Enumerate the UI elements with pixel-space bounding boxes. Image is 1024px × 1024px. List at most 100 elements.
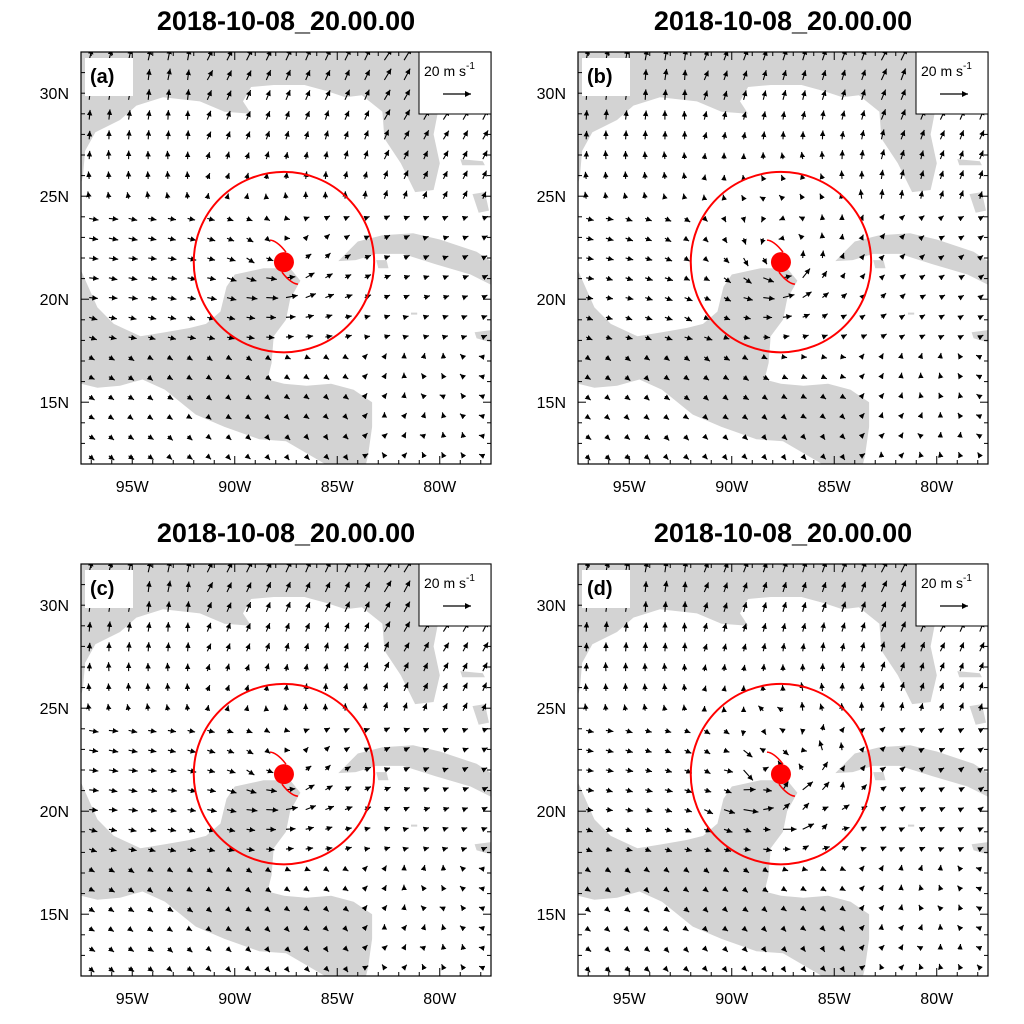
- wind-arrow: [821, 582, 827, 593]
- wind-arrow: [819, 232, 826, 239]
- wind-arrow: [841, 804, 850, 811]
- wind-arrow: [478, 906, 486, 912]
- wind-arrow: [858, 865, 865, 872]
- wind-arrow: [625, 236, 634, 242]
- y-tick-label: 20N: [40, 292, 69, 309]
- wind-arrow: [460, 904, 467, 912]
- wind-arrow: [721, 236, 728, 244]
- wind-arrow: [343, 234, 351, 241]
- wind-arrow: [664, 335, 673, 341]
- wind-arrow: [304, 354, 311, 360]
- wind-arrow: [265, 581, 272, 593]
- wind-arrow: [643, 965, 650, 973]
- wind-arrow: [916, 945, 924, 952]
- wind-arrow: [937, 352, 943, 359]
- wind-arrow: [819, 682, 825, 691]
- wind-arrow: [86, 683, 92, 691]
- wind-arrow: [422, 170, 429, 180]
- wind-arrow: [938, 314, 945, 321]
- wind-arrow: [167, 906, 174, 913]
- wind-arrow: [305, 846, 314, 852]
- wind-arrow: [702, 236, 709, 243]
- wind-arrow: [977, 274, 985, 281]
- wind-arrow: [761, 643, 767, 652]
- wind-arrow: [860, 601, 866, 612]
- wind-arrow: [818, 740, 824, 751]
- wind-arrow: [742, 375, 750, 381]
- wind-arrow: [442, 682, 448, 692]
- wind-arrow: [441, 451, 447, 459]
- wind-arrow: [244, 434, 252, 441]
- wind-arrow: [723, 257, 730, 264]
- wind-arrow: [958, 274, 965, 281]
- wind-arrow: [603, 621, 610, 632]
- wind-arrow: [344, 69, 350, 81]
- wind-arrow: [682, 413, 690, 420]
- wind-arrow: [840, 314, 847, 320]
- wind-arrow: [128, 275, 138, 282]
- wind-arrow: [361, 924, 368, 932]
- wind-arrow: [584, 925, 591, 932]
- wind-arrow: [684, 807, 692, 813]
- wind-arrow: [244, 152, 250, 160]
- wind-arrow: [147, 946, 154, 953]
- wind-arrow: [604, 906, 611, 913]
- wind-arrow: [128, 255, 138, 262]
- wind-arrow: [342, 966, 349, 973]
- wind-arrow: [898, 904, 904, 911]
- wind-arrow: [145, 191, 151, 199]
- wind-arrow: [478, 886, 485, 892]
- wind-arrow: [958, 170, 964, 180]
- wind-arrow: [762, 886, 769, 893]
- wind-arrow: [186, 394, 194, 401]
- wind-arrow: [420, 885, 427, 892]
- wind-arrow: [263, 193, 270, 200]
- wind-arrow: [441, 963, 447, 971]
- wind-arrow: [264, 413, 271, 421]
- wind-arrow: [263, 727, 271, 734]
- wind-arrow: [401, 392, 407, 399]
- wind-arrow: [643, 434, 651, 441]
- wind-arrow: [918, 884, 924, 891]
- wind-arrow: [840, 89, 847, 100]
- wind-arrow: [841, 564, 847, 573]
- wind-arrow: [108, 355, 115, 361]
- wind-arrow: [897, 944, 904, 951]
- wind-arrow: [383, 767, 391, 773]
- wind-arrow: [459, 865, 467, 872]
- wind-arrow: [957, 826, 964, 833]
- wind-arrow: [481, 786, 489, 793]
- wind-arrow: [760, 728, 767, 735]
- wind-arrow: [900, 109, 906, 120]
- wind-arrow: [664, 728, 672, 734]
- wind-arrow: [918, 215, 925, 222]
- wind-arrow: [819, 393, 827, 400]
- wind-arrow: [878, 353, 884, 360]
- wind-arrow: [684, 827, 692, 833]
- wind-arrow: [625, 748, 633, 754]
- wind-arrow: [977, 254, 984, 261]
- wind-arrow: [643, 354, 651, 361]
- wind-arrow: [841, 845, 849, 852]
- wind-arrow: [423, 806, 431, 812]
- wind-arrow: [742, 602, 748, 612]
- wind-arrow: [264, 434, 271, 441]
- wind-arrow: [363, 235, 371, 241]
- wind-arrow: [264, 394, 271, 401]
- wind-arrow: [821, 90, 827, 100]
- wind-arrow: [305, 293, 317, 299]
- wind-arrow: [383, 52, 392, 61]
- wind-arrow: [381, 884, 387, 892]
- wind-arrow: [86, 171, 92, 179]
- wind-arrow: [759, 747, 767, 754]
- wind-arrow: [938, 786, 945, 793]
- wind-arrow: [761, 906, 768, 913]
- wind-arrow: [264, 965, 271, 973]
- wind-arrow: [324, 764, 331, 771]
- wind-arrow: [128, 827, 137, 833]
- wind-arrow: [441, 412, 447, 419]
- wind-arrow: [403, 215, 410, 221]
- wind-arrow: [302, 234, 309, 242]
- panel-d: 2018-10-08_20.00.00 95W 90W 85W 80W30N25N20…: [537, 518, 989, 1008]
- wind-arrow: [148, 235, 157, 242]
